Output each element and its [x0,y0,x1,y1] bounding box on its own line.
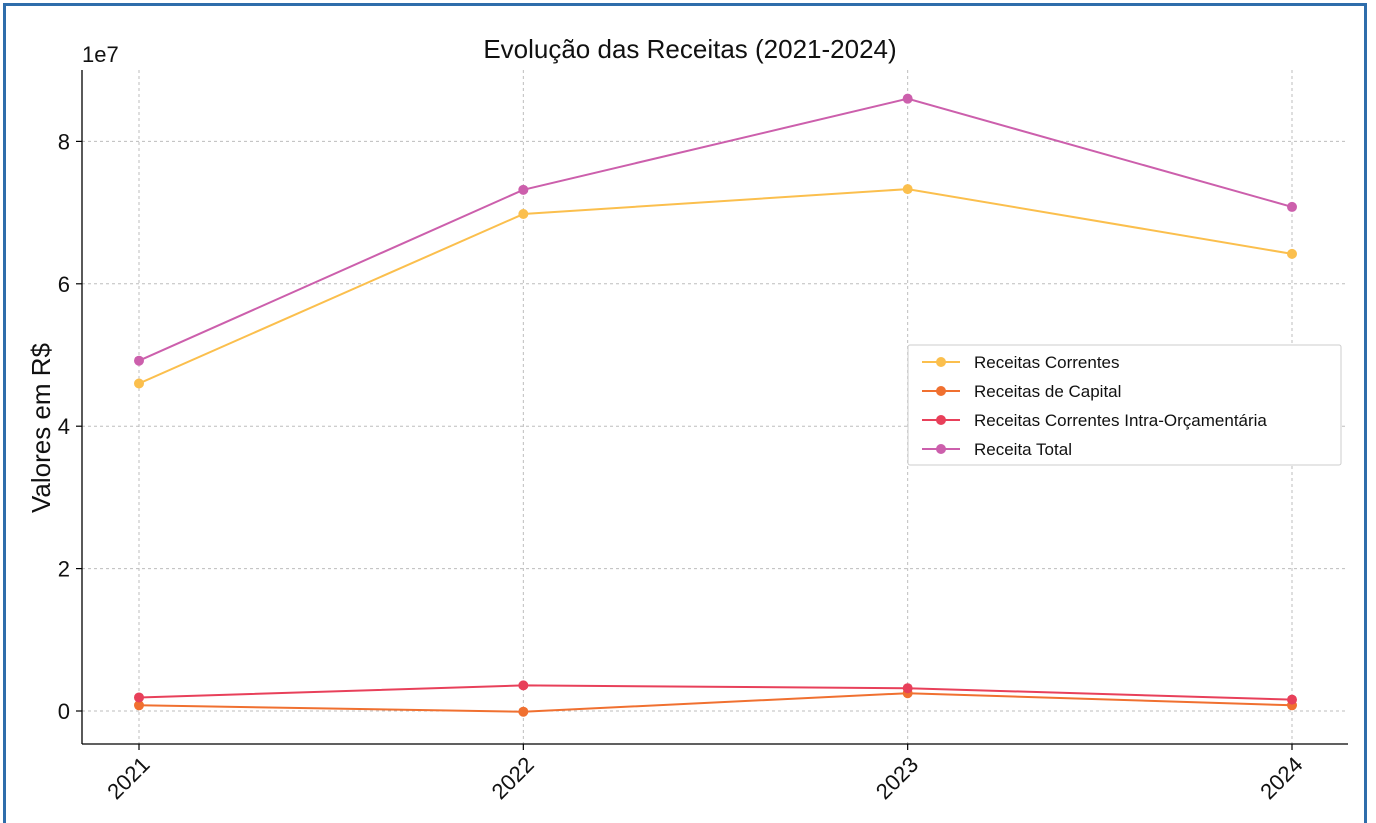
y-axis-label: Valores em R$ [26,342,56,513]
legend-box [907,344,1342,466]
chart-title: Evolução das Receitas (2021-2024) [483,34,896,64]
y-tick-label: 4 [58,414,70,439]
data-point [134,700,144,711]
legend-label: Receitas Correntes [974,353,1120,372]
y-tick-label: 6 [58,272,70,297]
series-line [138,97,1293,362]
series-line [138,684,1293,701]
data-point [134,378,144,389]
data-point [134,692,144,703]
tick-labels: 0 2 4 6 8 2021 2022 2023 2024 [58,129,1308,804]
y-tick-label: 8 [58,129,70,154]
data-point [518,680,529,691]
legend-label: Receita Total [974,440,1072,459]
x-tick-label: 2022 [487,752,539,804]
data-point [518,184,529,195]
legend-marker [936,415,946,425]
y-tick-label: 0 [58,699,70,724]
legend-marker [936,444,946,454]
legend-marker [936,357,946,367]
series-group [134,93,1297,717]
x-tick-label: 2023 [871,752,923,804]
y-offset-label: 1e7 [82,42,119,67]
data-point [1287,248,1297,259]
series-line [138,692,1293,713]
data-point [902,184,913,195]
legend-marker [936,386,946,396]
series-line [138,188,1293,385]
y-tick-label: 2 [58,557,70,582]
data-point [1287,694,1297,705]
legend-label: Receitas Correntes Intra-Orçamentária [974,411,1267,430]
x-tick-label: 2021 [102,752,154,804]
data-point [1287,201,1297,212]
x-tick-label: 2024 [1255,752,1307,804]
data-point [518,706,529,717]
data-point [902,93,913,104]
legend: Receitas Correntes Receitas de Capital Rec… [907,344,1342,466]
axes [76,70,1348,750]
data-point [134,355,144,366]
data-point [902,683,913,694]
legend-label: Receitas de Capital [974,382,1121,401]
data-point [518,209,529,220]
